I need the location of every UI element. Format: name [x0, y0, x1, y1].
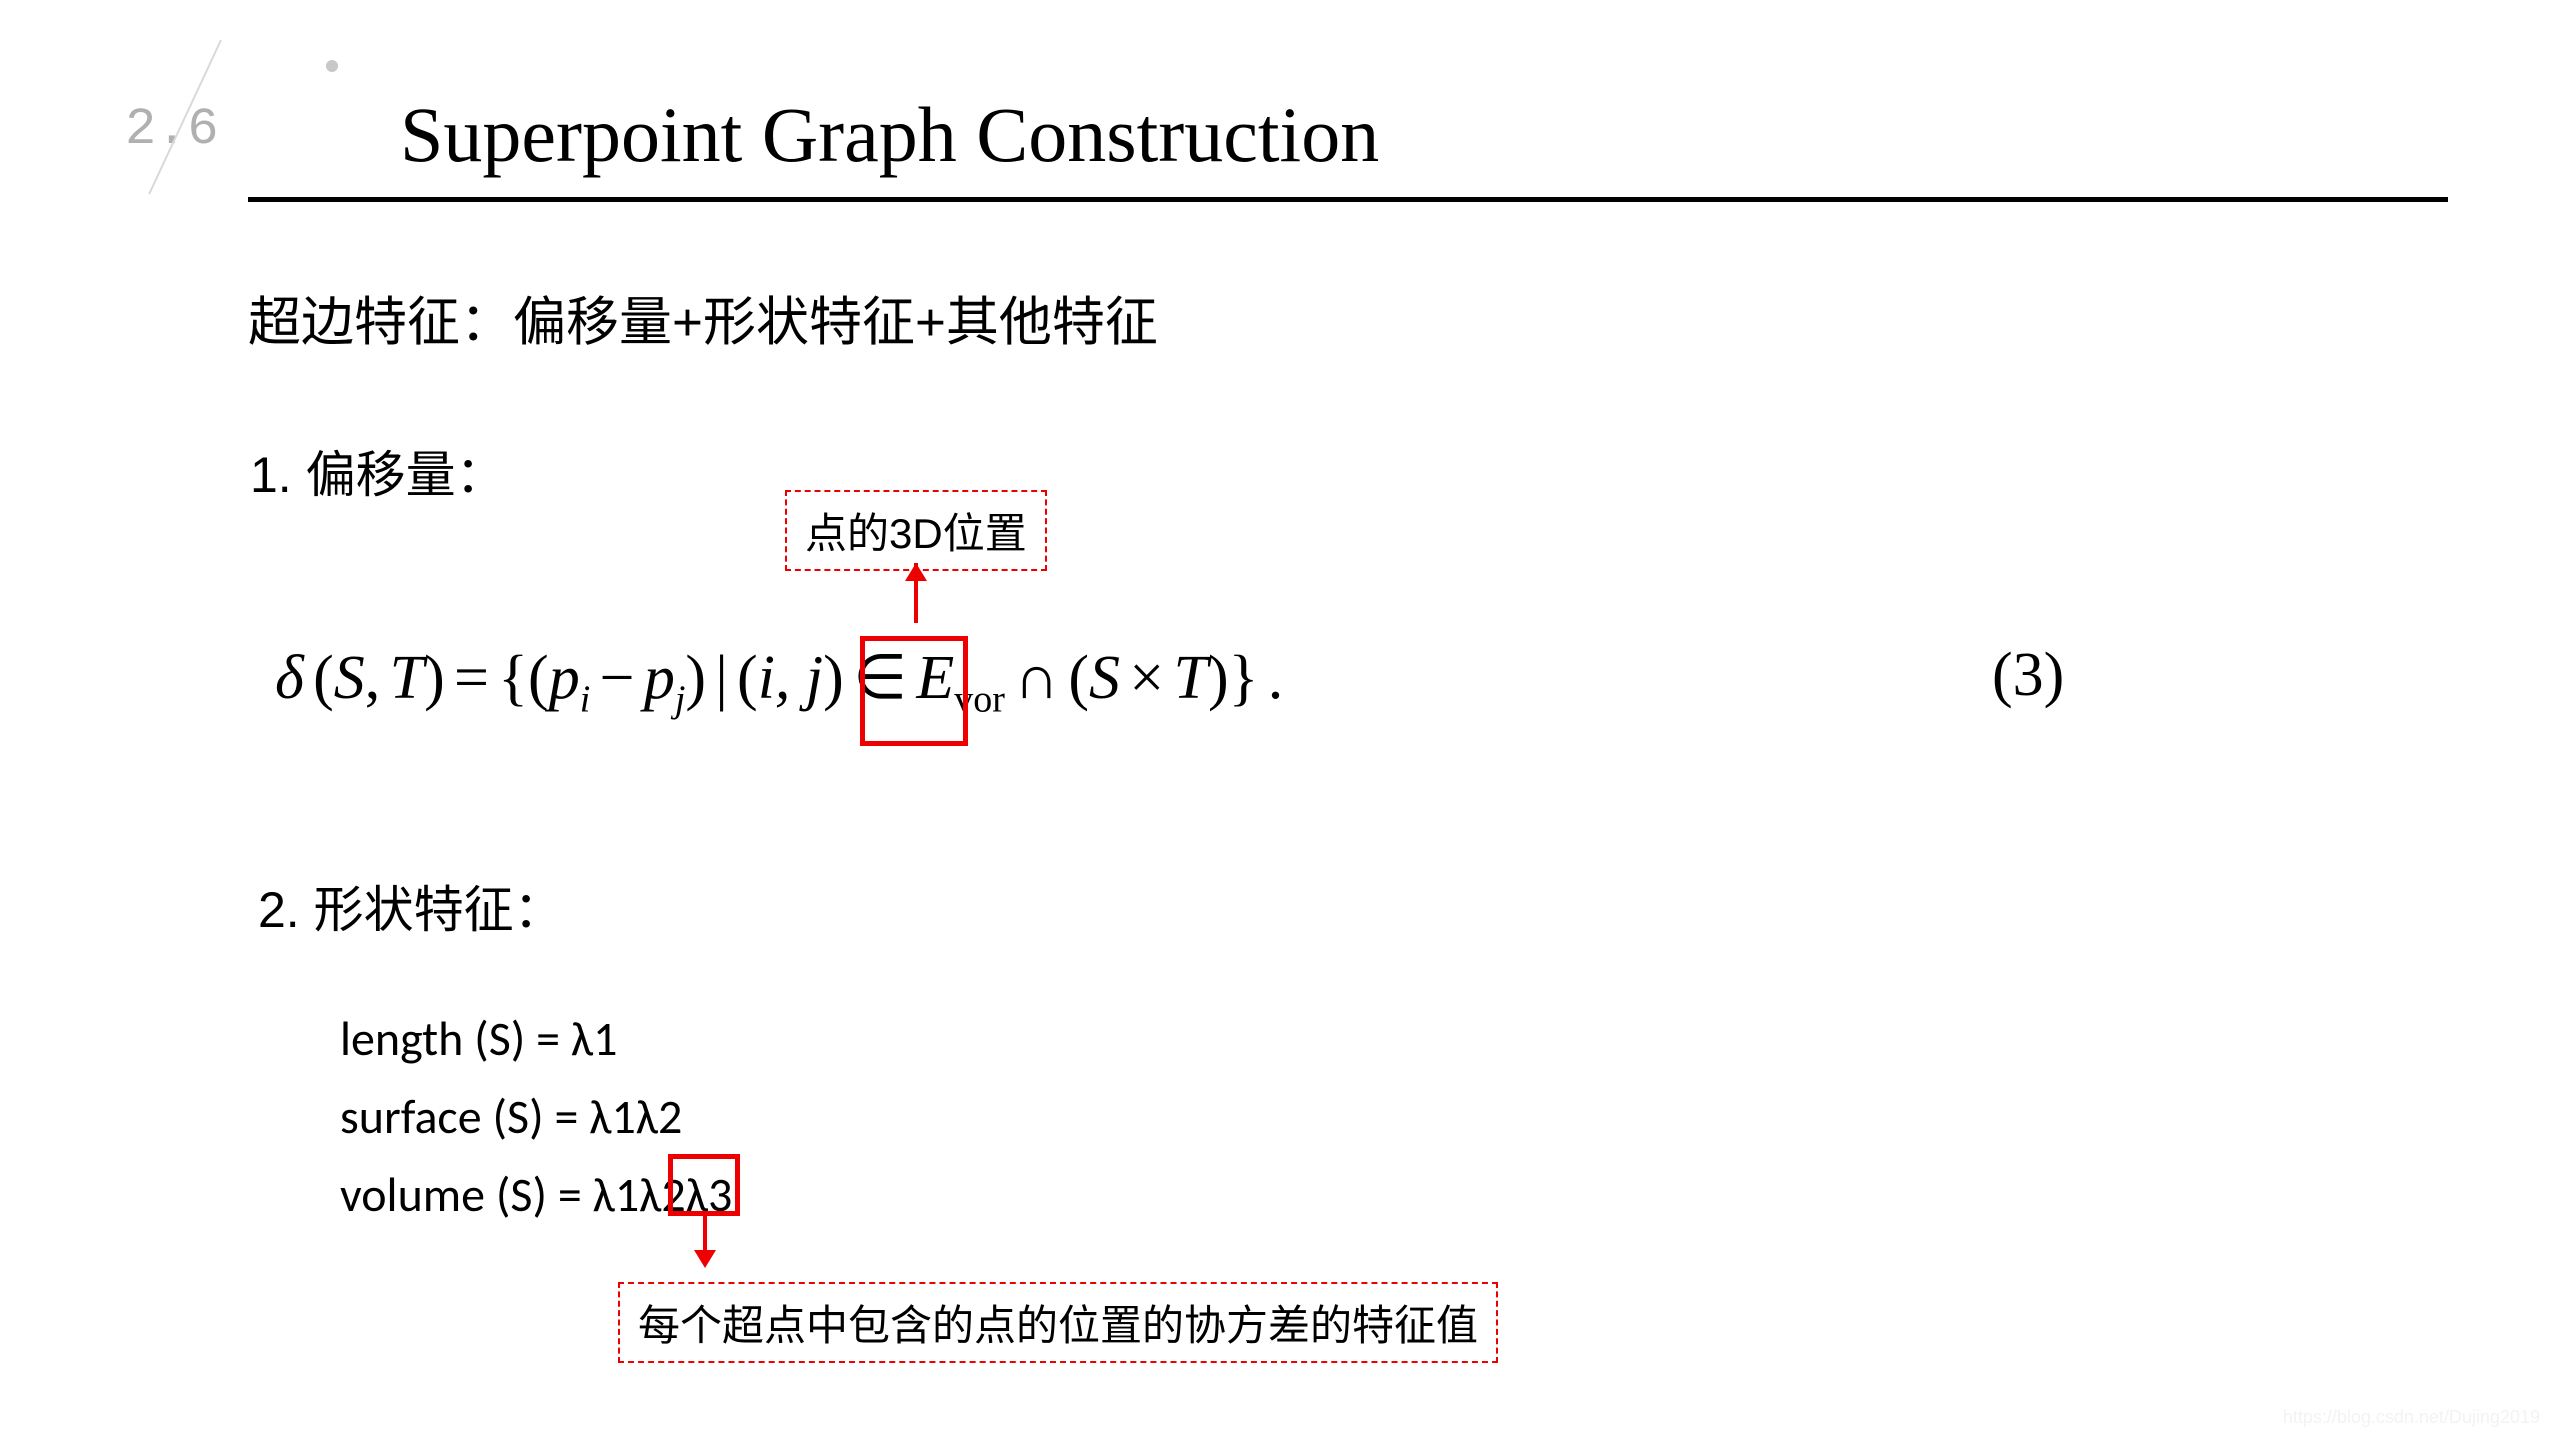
section-1-heading: 1. 偏移量： [250, 435, 506, 507]
eq-p2: p [644, 644, 675, 712]
eq-p1: p [549, 644, 580, 712]
shape-surface: surface (S) = λ1λ2 [340, 1078, 732, 1156]
eq-T1: T [390, 644, 424, 712]
slide-title: Superpoint Graph Construction [400, 90, 1379, 180]
section-2-heading: 2. 形状特征： [258, 870, 564, 942]
eq-sub-i: i [580, 678, 591, 720]
intro-text: 超边特征：偏移量+形状特征+其他特征 [248, 280, 1158, 356]
watermark: https://blog.csdn.net/Dujing2019 [2283, 1407, 2540, 1428]
arrow-1-head [905, 563, 927, 581]
annotation-covariance-eigenvalue: 每个超点中包含的点的位置的协方差的特征值 [618, 1282, 1498, 1363]
eq-S1: S [334, 644, 365, 712]
shape-length: length (S) = λ1 [340, 1000, 732, 1078]
decorative-dot [326, 60, 338, 72]
arrow-2-head [694, 1250, 716, 1268]
eq-times: × [1129, 644, 1164, 712]
section-number: 2.6 [125, 100, 219, 159]
eq-T2: T [1174, 644, 1208, 712]
eq-delta: δ [275, 644, 304, 712]
annotation-3d-position: 点的3D位置 [785, 490, 1047, 571]
highlight-box-pj [860, 636, 968, 746]
eq-sub-j: j [675, 678, 686, 720]
eq-cap: ∩ [1014, 644, 1059, 712]
highlight-box-lambda1 [668, 1154, 740, 1216]
title-underline [248, 197, 2448, 202]
eq-S2: S [1089, 644, 1120, 712]
eq-ij: i, j [758, 644, 823, 712]
equation-delta: δ(S,T)={(pi−pj)|(i, j)∈Evor∩(S×T)}. [275, 640, 1283, 721]
equation-number: (3) [1992, 640, 2064, 711]
